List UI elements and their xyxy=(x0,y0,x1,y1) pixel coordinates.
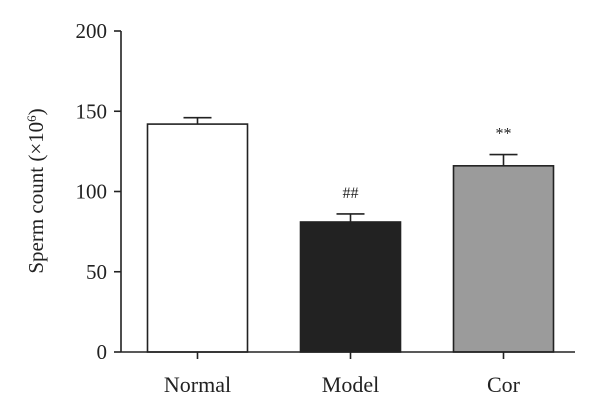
x-tick-label-model: Model xyxy=(322,372,379,397)
y-axis-ticks: 0 50 100 150 200 xyxy=(76,19,121,364)
y-tick-label: 200 xyxy=(76,19,108,43)
y-tick-label: 150 xyxy=(76,99,108,123)
x-tick-label-normal: Normal xyxy=(164,372,231,397)
bar-model xyxy=(299,221,402,353)
y-axis-title: Sperm count (×106) xyxy=(24,108,49,273)
bar-normal xyxy=(146,123,249,353)
bar-cor xyxy=(452,165,555,353)
x-axis-labels: Normal Model Cor xyxy=(164,352,521,397)
significance-label-cor: ** xyxy=(496,126,512,143)
x-tick-label-cor: Cor xyxy=(487,372,521,397)
y-tick-label: 50 xyxy=(86,260,107,284)
significance-label-model: ## xyxy=(343,185,359,202)
y-tick-label: 0 xyxy=(97,340,108,364)
bars: ## ** xyxy=(146,116,555,353)
y-tick-label: 100 xyxy=(76,180,108,204)
